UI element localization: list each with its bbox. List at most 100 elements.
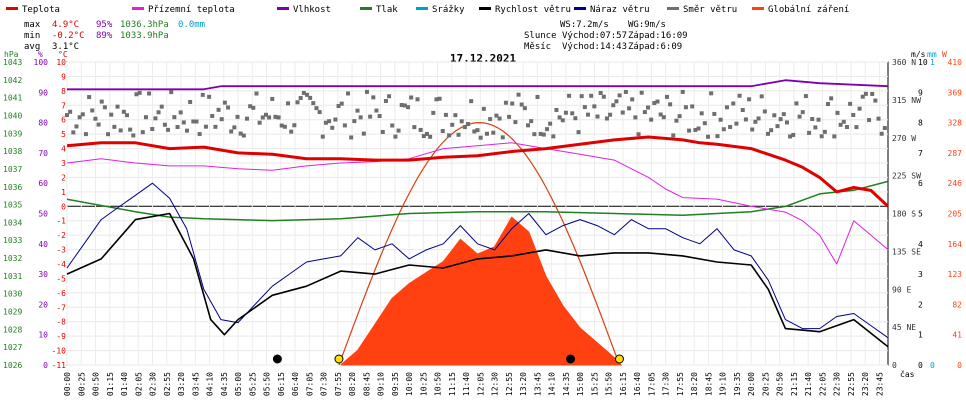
wind-dir-point (235, 114, 240, 119)
wind-dir-point (339, 101, 344, 106)
wind-dir-point (102, 105, 107, 110)
wind-dir-point (143, 115, 148, 120)
tick-wind-dir: 360 N (892, 58, 916, 67)
series-vlhkost (67, 79, 889, 91)
series-globalni-zareni (340, 216, 623, 366)
wind-dir-point (870, 91, 875, 96)
stat-max-label: max (24, 20, 41, 30)
wind-dir-point (699, 111, 704, 116)
wind-dir-point (655, 99, 660, 104)
wind-dir-point (848, 101, 853, 106)
wind-dir-point (715, 134, 720, 139)
wind-dir-point (128, 127, 133, 132)
wind-dir-point (71, 130, 76, 135)
tick-time: 00:50 (92, 372, 101, 396)
tick-time: 02:55 (163, 372, 172, 396)
wind-dir-point (601, 94, 606, 99)
wind-dir-point (683, 105, 688, 110)
tick-degc: -2 (56, 231, 66, 240)
tick-time: 20:50 (776, 372, 785, 396)
wind-dir-point (826, 102, 831, 107)
tick-time: 10:50 (434, 372, 443, 396)
tick-time: 17:30 (662, 372, 671, 396)
wind-ws: WS:7.2m/s (560, 20, 609, 30)
tick-wind-dir: 0 (892, 361, 897, 370)
wind-dir-point (500, 135, 505, 140)
tick-hpa: 1036 (3, 183, 22, 192)
tick-hpa: 1035 (3, 201, 22, 210)
wind-dir-point (447, 133, 452, 138)
tick-time: 16:15 (619, 372, 628, 396)
legend-swatch (479, 7, 491, 10)
wind-dir-point (503, 100, 508, 105)
wind-dir-point (696, 126, 701, 131)
tick-degc: 2 (61, 173, 66, 182)
wind-dir-point (750, 127, 755, 132)
wind-dir-point (646, 105, 651, 110)
wind-dir-point (428, 134, 433, 139)
tick-time: 23:45 (875, 372, 884, 396)
wind-dir-point (159, 104, 164, 109)
wind-dir-point (115, 104, 120, 109)
wind-dir-point (374, 108, 379, 113)
wind-dir-point (121, 109, 126, 114)
sun-label: Slunce (524, 31, 557, 41)
wind-dir-point (766, 131, 771, 136)
tick-degc: 6 (61, 116, 66, 125)
astro-marker (272, 354, 282, 364)
wind-dir-point (816, 117, 821, 122)
wind-dir-point (140, 130, 145, 135)
tick-degc: -6 (56, 289, 66, 298)
wind-dir-point (327, 119, 332, 124)
wind-dir-point (197, 132, 202, 137)
tick-time: 11:40 (462, 372, 471, 396)
wind-dir-point (188, 99, 193, 104)
wind-dir-point (532, 132, 537, 137)
wind-dir-point (481, 106, 486, 111)
wind-dir-point (721, 127, 726, 132)
wind-dir-point (346, 91, 351, 96)
wind-dir-point (162, 122, 167, 127)
stat-max-hum: 95% (96, 20, 113, 30)
unit-time: čas (900, 369, 915, 379)
wind-dir-point (276, 115, 281, 120)
series-teplota (66, 135, 890, 208)
wind-dir-point (526, 123, 531, 128)
wind-dir-point (863, 91, 868, 96)
tick-degc: -8 (56, 318, 66, 327)
tick-pct: 40 (38, 240, 48, 249)
wind-dir-point (807, 130, 812, 135)
tick-time: 20:25 (761, 372, 770, 396)
wind-dir-point (292, 123, 297, 128)
wind-dir-point (829, 96, 834, 101)
wind-dir-point (778, 117, 783, 122)
wind-dir-point (238, 131, 243, 136)
legend-label: Tlak (376, 5, 398, 15)
wind-dir-point (844, 125, 849, 130)
wind-dir-point (579, 94, 584, 99)
unit-hpa: hPa (4, 50, 19, 59)
wind-dir-point (664, 94, 669, 99)
wind-dir-point (589, 93, 594, 98)
tick-time: 00:25 (77, 372, 86, 396)
unit-wm2: W (942, 50, 947, 59)
wind-dir-point (756, 116, 761, 121)
wind-dir-point (693, 127, 698, 132)
wind-dir-point (203, 124, 208, 129)
legend-swatch (667, 7, 679, 10)
sun-arc (338, 121, 621, 366)
wind-dir-point (488, 117, 493, 122)
tick-time: 04:35 (220, 372, 229, 396)
legend-label: Srážky (432, 5, 465, 15)
tick-hpa: 1040 (3, 111, 22, 120)
wind-dir-point (567, 93, 572, 98)
tick-hpa: 1030 (3, 290, 22, 299)
wind-dir-point (216, 107, 221, 112)
stat-max-temp: 4.9°C (52, 20, 79, 30)
tick-degc: 5 (61, 130, 66, 139)
wind-dir-point (124, 113, 129, 118)
tick-time: 21:40 (804, 372, 813, 396)
wind-dir-point (156, 110, 161, 115)
wind-dir-point (800, 110, 805, 115)
wind-dir-point (769, 128, 774, 133)
